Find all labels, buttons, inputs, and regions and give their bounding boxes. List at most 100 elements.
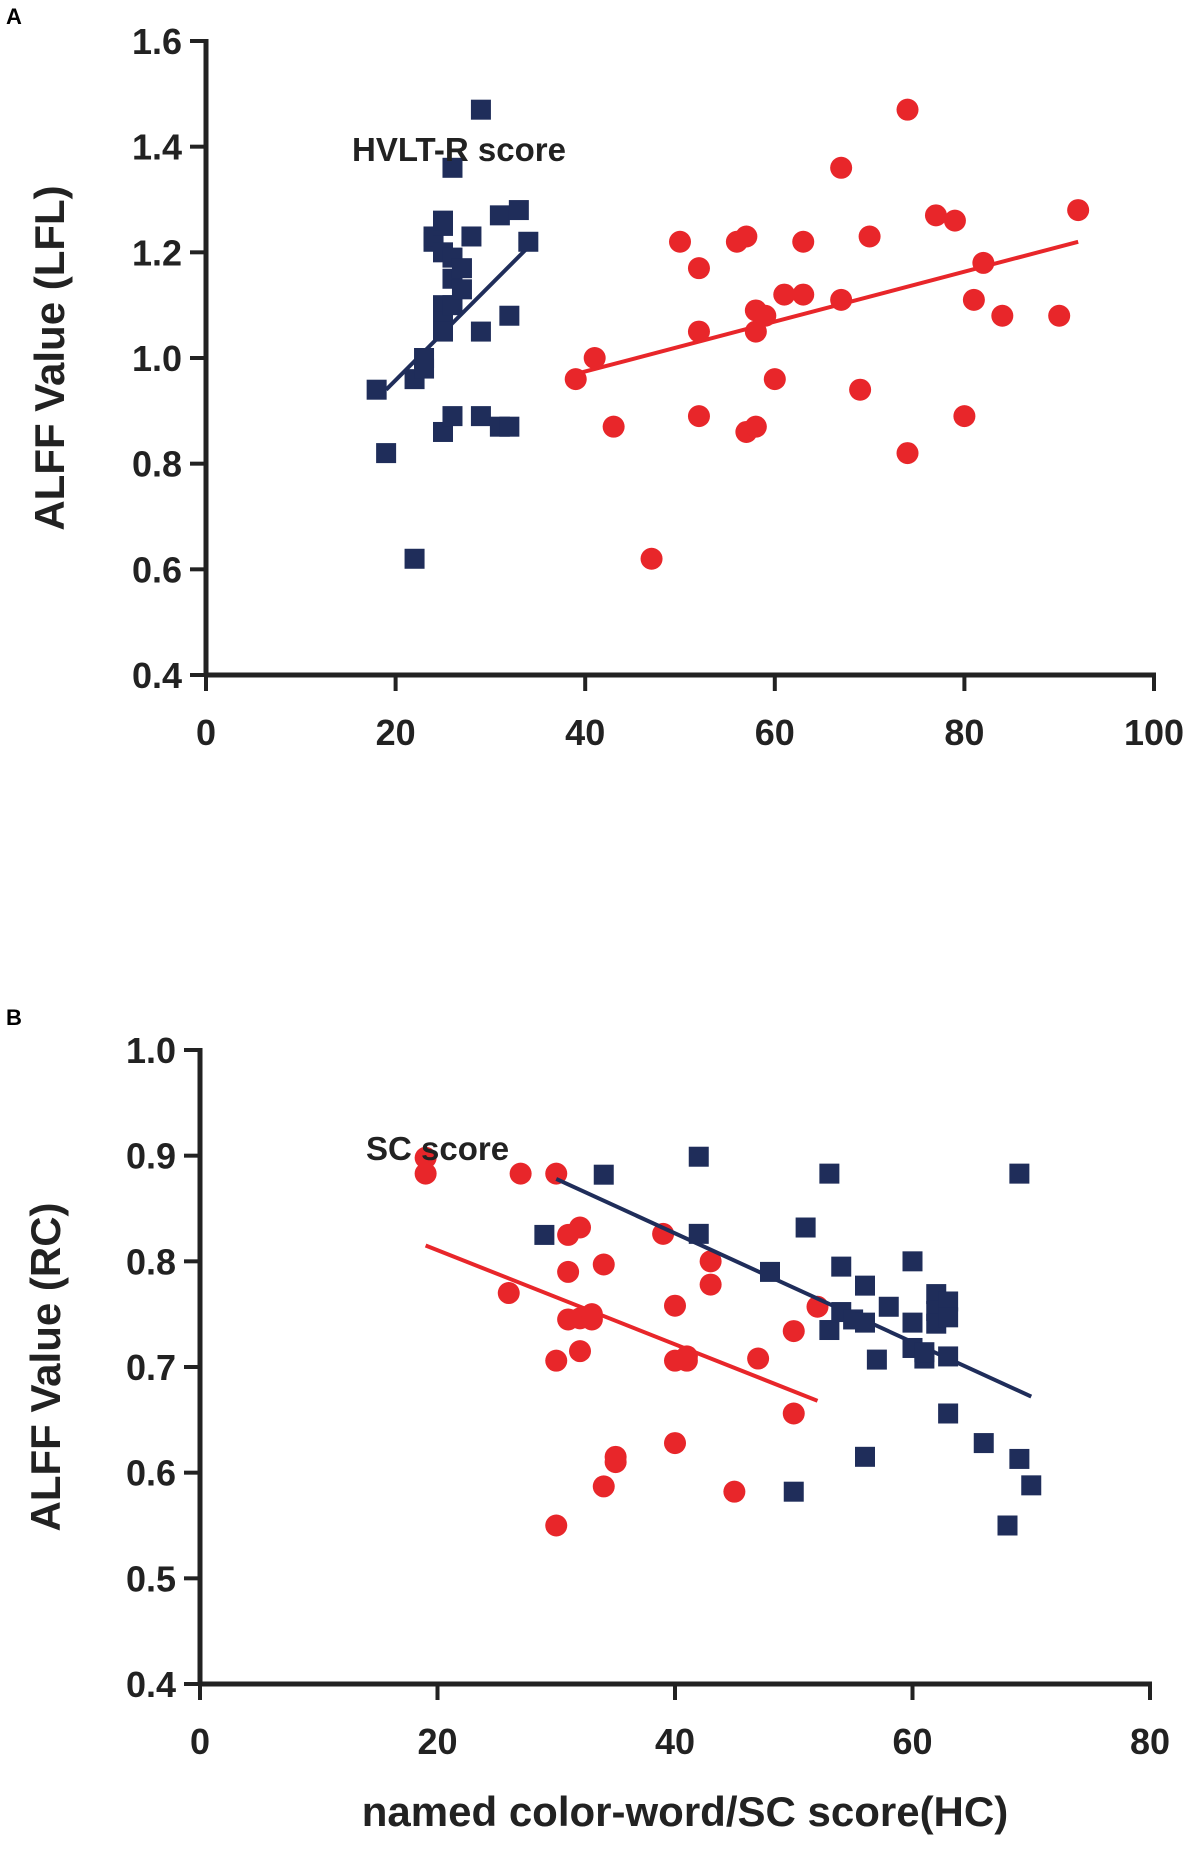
data-point-square <box>866 1349 887 1370</box>
data-point-square <box>938 1346 959 1367</box>
x-tick-label: 80 <box>1130 1721 1170 1762</box>
data-point-square <box>593 1164 614 1185</box>
data-point-square <box>470 99 491 120</box>
data-point-square <box>451 258 472 279</box>
data-point-circle <box>557 1260 580 1283</box>
data-point-square <box>938 1291 959 1312</box>
data-point-circle <box>754 304 777 327</box>
data-point-circle <box>792 230 815 253</box>
data-point-circle <box>687 257 710 280</box>
data-point-square <box>783 1481 804 1502</box>
data-point-circle <box>735 225 758 248</box>
data-point-circle <box>782 1320 805 1343</box>
data-point-square <box>878 1296 899 1317</box>
data-point-circle <box>991 304 1014 327</box>
data-point-square <box>376 443 397 464</box>
data-point-square <box>1021 1475 1042 1496</box>
data-point-square <box>366 379 387 400</box>
data-point-circle <box>687 405 710 428</box>
data-point-circle <box>849 378 872 401</box>
data-point-square <box>442 295 463 316</box>
y-tick-label: 1.2 <box>132 232 182 273</box>
x-tick-label: 40 <box>655 1721 695 1762</box>
series-annotation: SC score <box>366 1130 509 1167</box>
y-tick-label: 0.9 <box>126 1136 176 1177</box>
data-point-square <box>688 1146 709 1167</box>
chart-b: 0.4 0.5 0.6 0.7 0.8 0.9 1.0 0 20 40 60 80 named colo… <box>0 1000 1202 1863</box>
y-tick-label: 0.7 <box>126 1347 176 1388</box>
data-point-circle <box>664 1294 686 1317</box>
y-axis-title: ALFF Value (LFL) <box>26 185 73 530</box>
data-point-circle <box>744 320 767 343</box>
data-point-circle <box>792 283 815 306</box>
y-axis-title: ALFF Value (RC) <box>22 1202 69 1531</box>
data-point-square <box>518 231 539 252</box>
data-point-square <box>534 1224 555 1245</box>
scatter-plot-a: 0.40.60.81.01.21.41.6020406080100HVLT-R/… <box>26 21 1184 826</box>
y-tick-label: 1.0 <box>126 1030 176 1071</box>
data-point-square <box>451 279 472 300</box>
data-point-square <box>795 1217 816 1238</box>
data-point-square <box>442 406 463 427</box>
data-point-circle <box>569 1216 591 1239</box>
y-tick-label: 0.4 <box>126 1664 176 1705</box>
data-point-circle <box>580 1308 603 1331</box>
data-point-square <box>442 157 463 178</box>
data-point-square <box>914 1342 935 1363</box>
y-tick-label: 1.0 <box>132 338 182 379</box>
data-point-square <box>855 1312 875 1333</box>
x-tick-label: 20 <box>417 1721 457 1762</box>
panel-letter-a: A <box>6 4 22 29</box>
data-point-circle <box>640 547 663 570</box>
data-point-square <box>855 1275 875 1296</box>
trend-line-circles <box>424 1243 819 1403</box>
data-point-circle <box>509 1162 532 1185</box>
y-tick-label: 0.6 <box>132 549 182 590</box>
data-point-square <box>489 205 510 226</box>
data-point-circle <box>583 347 606 369</box>
data-point-circle <box>830 156 853 179</box>
data-point-circle <box>669 230 691 253</box>
data-point-square <box>433 210 453 231</box>
data-point-square <box>902 1312 923 1333</box>
data-point-circle <box>604 1451 627 1474</box>
data-point-circle <box>782 1402 805 1425</box>
data-point-square <box>1009 1448 1030 1469</box>
series-annotation: HVLT-R score <box>352 131 566 168</box>
data-point-circle <box>830 288 853 311</box>
x-tick-label: 0 <box>190 1721 210 1762</box>
scatter-plot-b: 0.4 0.5 0.6 0.7 0.8 0.9 1.0 0 20 40 60 80 named colo… <box>22 1030 1170 1835</box>
data-point-circle <box>924 204 947 227</box>
data-point-square <box>470 321 491 342</box>
data-point-square <box>688 1223 709 1244</box>
data-point-square <box>819 1320 840 1341</box>
data-point-circle <box>1067 199 1090 222</box>
x-tick-label: 40 <box>565 712 605 753</box>
data-point-circle <box>675 1349 698 1372</box>
panel-letter-b: B <box>6 1005 22 1030</box>
data-point-circle <box>858 225 881 248</box>
data-point-circle <box>664 1432 686 1455</box>
data-point-square <box>508 200 529 221</box>
data-point-circle <box>763 368 786 391</box>
data-point-circle <box>592 1475 615 1498</box>
data-point-circle <box>497 1282 520 1305</box>
data-point-square <box>855 1446 875 1467</box>
data-point-circle <box>545 1162 568 1185</box>
x-tick-label: 20 <box>376 712 416 753</box>
data-point-circle <box>747 1347 770 1370</box>
data-point-circle <box>699 1250 722 1273</box>
data-point-square <box>760 1261 780 1282</box>
data-point-circle <box>953 405 976 428</box>
x-tick-label: 0 <box>196 712 216 753</box>
chart-a: 0.40.60.81.01.21.41.6020406080100HVLT-R/… <box>0 0 1202 826</box>
data-point-square <box>831 1256 852 1277</box>
data-point-circle <box>943 209 966 232</box>
data-point-circle <box>592 1253 615 1276</box>
y-tick-label: 0.4 <box>132 655 182 696</box>
data-point-square <box>433 321 453 342</box>
data-point-circle <box>545 1514 568 1537</box>
data-point-square <box>470 406 491 427</box>
data-point-circle <box>962 288 985 311</box>
trend-line-squares <box>384 245 530 392</box>
